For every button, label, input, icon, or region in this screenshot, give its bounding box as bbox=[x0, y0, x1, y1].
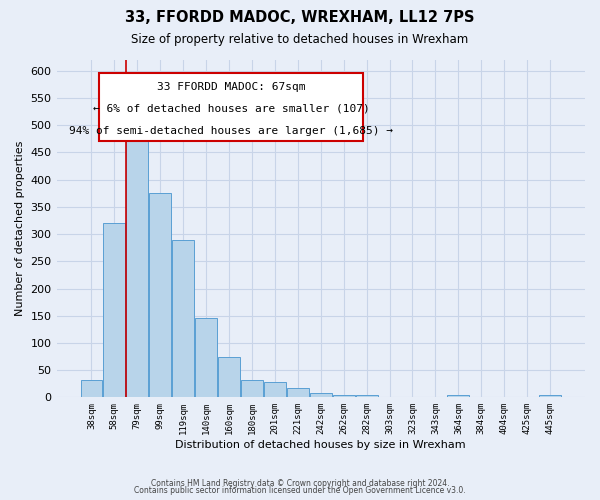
Text: 33, FFORDD MADOC, WREXHAM, LL12 7PS: 33, FFORDD MADOC, WREXHAM, LL12 7PS bbox=[125, 10, 475, 25]
Text: Size of property relative to detached houses in Wrexham: Size of property relative to detached ho… bbox=[131, 32, 469, 46]
Bar bbox=[80, 380, 103, 398]
Text: Contains HM Land Registry data © Crown copyright and database right 2024.: Contains HM Land Registry data © Crown c… bbox=[151, 478, 449, 488]
Y-axis label: Number of detached properties: Number of detached properties bbox=[15, 141, 25, 316]
FancyBboxPatch shape bbox=[99, 74, 363, 141]
Bar bbox=[195, 318, 217, 398]
Bar bbox=[241, 380, 263, 398]
Bar bbox=[264, 382, 286, 398]
Bar bbox=[539, 395, 561, 398]
Bar bbox=[356, 395, 377, 398]
Bar bbox=[172, 240, 194, 398]
Bar bbox=[127, 136, 148, 398]
Text: ← 6% of detached houses are smaller (107): ← 6% of detached houses are smaller (107… bbox=[92, 104, 370, 114]
Text: Contains public sector information licensed under the Open Government Licence v3: Contains public sector information licen… bbox=[134, 486, 466, 495]
X-axis label: Distribution of detached houses by size in Wrexham: Distribution of detached houses by size … bbox=[175, 440, 466, 450]
Bar bbox=[103, 223, 125, 398]
Bar bbox=[218, 356, 240, 398]
Bar bbox=[448, 395, 469, 398]
Text: 94% of semi-detached houses are larger (1,685) →: 94% of semi-detached houses are larger (… bbox=[69, 126, 393, 136]
Bar bbox=[287, 388, 309, 398]
Bar bbox=[310, 393, 332, 398]
Bar bbox=[149, 194, 171, 398]
Bar bbox=[333, 394, 355, 398]
Text: 33 FFORDD MADOC: 67sqm: 33 FFORDD MADOC: 67sqm bbox=[157, 82, 305, 92]
